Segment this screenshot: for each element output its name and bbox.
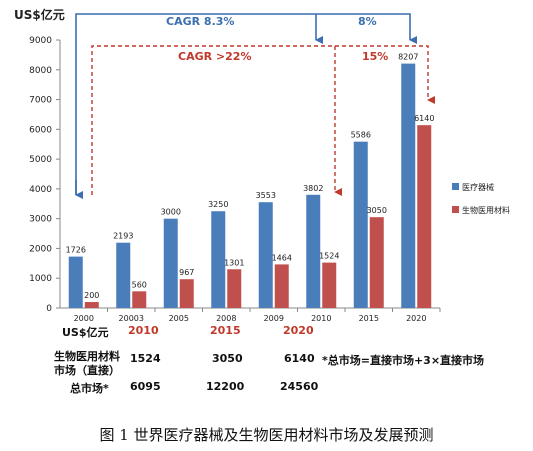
x-tick-label: 2010 xyxy=(311,314,331,323)
data-label: 200 xyxy=(84,291,99,300)
bar-device-2010 xyxy=(306,194,321,308)
bar-material-2008 xyxy=(227,269,242,308)
data-label: 3802 xyxy=(303,184,323,193)
row1-value-2: 3050 xyxy=(212,352,243,365)
bar-material-2000 xyxy=(84,302,99,308)
bar-material-2005 xyxy=(179,279,194,308)
bar-device-2015 xyxy=(353,141,368,308)
bar-material-2009 xyxy=(274,264,289,308)
legend-swatch-red xyxy=(452,206,459,213)
row1-value-1: 1524 xyxy=(130,352,161,365)
bar-device-2008 xyxy=(211,211,226,308)
x-tick-label: 20003 xyxy=(119,314,144,323)
data-label: 1464 xyxy=(272,253,292,262)
table-header-label: US$亿元 xyxy=(62,326,109,339)
y-tick-label: 4000 xyxy=(29,185,52,195)
bar-material-2020 xyxy=(417,125,432,308)
legend-label-blue: 医疗器械 xyxy=(462,182,494,192)
y-tick-label: 3000 xyxy=(29,215,52,225)
data-label: 1524 xyxy=(319,252,339,261)
legend-label-red: 生物医用材料 xyxy=(462,205,510,215)
bar-device-20003 xyxy=(116,242,131,308)
data-label: 1726 xyxy=(66,246,86,255)
y-tick-label: 8000 xyxy=(29,66,52,76)
x-tick-label: 2015 xyxy=(359,314,379,323)
bar-device-2005 xyxy=(163,218,178,308)
data-label: 3250 xyxy=(208,200,228,209)
cagr-inner-right: 15% xyxy=(362,50,388,63)
row2-value-1: 6095 xyxy=(130,380,161,393)
bar-device-2009 xyxy=(258,202,273,308)
row2-value-3: 24560 xyxy=(280,380,319,393)
y-axis-label: US$亿元 xyxy=(14,8,65,22)
y-tick-label: 0 xyxy=(46,304,52,314)
table-year-1: 2010 xyxy=(128,324,159,337)
legend-swatch-blue xyxy=(452,183,459,190)
data-label: 5586 xyxy=(351,131,371,140)
y-tick-label: 5000 xyxy=(29,155,52,165)
table-year-2: 2015 xyxy=(210,324,241,337)
bar-material-2010 xyxy=(322,262,337,308)
cagr-blue-bracket xyxy=(75,13,417,195)
row1-value-3: 6140 xyxy=(284,352,315,365)
cagr-inner-left: CAGR >22% xyxy=(178,50,251,63)
data-label: 3050 xyxy=(367,206,387,215)
x-tick-label: 2008 xyxy=(216,314,236,323)
row1-label-line1: 生物医用材料 xyxy=(54,350,120,363)
y-tick-label: 1000 xyxy=(29,274,52,284)
x-tick-label: 2009 xyxy=(264,314,284,323)
row2-value-2: 12200 xyxy=(206,380,245,393)
bar-material-2015 xyxy=(369,217,384,308)
bar-device-2020 xyxy=(401,63,416,309)
y-tick-label: 2000 xyxy=(29,244,52,254)
data-label: 2193 xyxy=(113,232,133,241)
data-label: 3000 xyxy=(161,208,181,217)
cagr-red-bracket xyxy=(91,45,435,195)
y-tick-label: 6000 xyxy=(29,125,52,135)
data-label: 8207 xyxy=(398,53,418,62)
x-tick-label: 2000 xyxy=(74,314,94,323)
table-year-3: 2020 xyxy=(283,324,314,337)
y-tick-label: 7000 xyxy=(29,96,52,106)
bar-device-2000 xyxy=(68,256,83,308)
figure-caption: 图 1 世界医疗器械及生物医用材料市场及发展预测 xyxy=(99,426,434,444)
data-label: 1301 xyxy=(224,258,244,267)
table-note: *总市场=直接市场+3×直接市场 xyxy=(322,354,485,367)
y-tick-label: 9000 xyxy=(29,36,52,46)
x-tick-label: 2020 xyxy=(406,314,426,323)
x-tick-label: 2005 xyxy=(169,314,189,323)
cagr-top-left: CAGR 8.3% xyxy=(166,15,234,28)
data-label: 6140 xyxy=(414,114,434,123)
row2-label: 总市场* xyxy=(70,382,109,395)
bar-material-20003 xyxy=(132,291,147,308)
data-label: 560 xyxy=(132,280,147,289)
data-label: 967 xyxy=(179,268,194,277)
data-label: 3553 xyxy=(256,191,276,200)
row1-label-line2: 市场（直接） xyxy=(54,364,120,377)
cagr-top-right: 8% xyxy=(358,15,377,28)
